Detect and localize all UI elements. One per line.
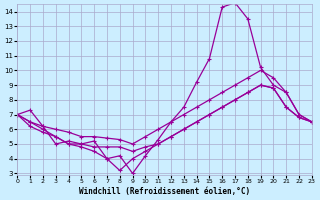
- X-axis label: Windchill (Refroidissement éolien,°C): Windchill (Refroidissement éolien,°C): [79, 187, 250, 196]
